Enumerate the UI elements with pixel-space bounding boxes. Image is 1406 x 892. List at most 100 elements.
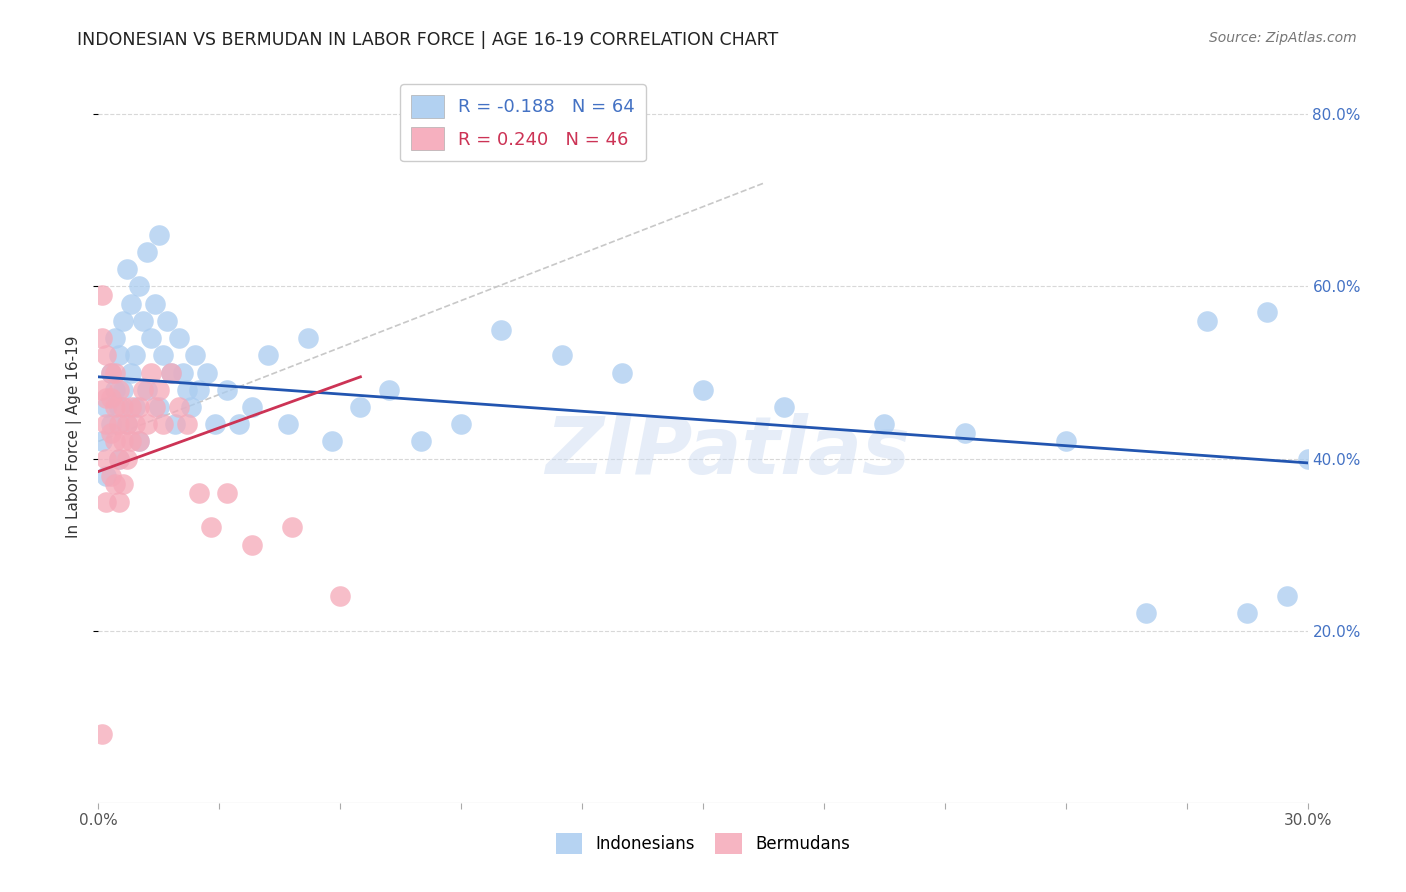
Point bbox=[115, 262, 138, 277]
Point bbox=[143, 296, 166, 310]
Point bbox=[180, 400, 202, 414]
Point bbox=[160, 366, 183, 380]
Point bbox=[160, 366, 183, 380]
Point bbox=[176, 417, 198, 432]
Point bbox=[100, 366, 122, 380]
Point bbox=[409, 434, 432, 449]
Point bbox=[132, 383, 155, 397]
Point bbox=[124, 348, 146, 362]
Point bbox=[96, 468, 118, 483]
Point bbox=[91, 434, 114, 449]
Point bbox=[277, 417, 299, 432]
Point bbox=[103, 434, 125, 449]
Point bbox=[1135, 607, 1157, 621]
Point bbox=[96, 348, 118, 362]
Point bbox=[100, 468, 122, 483]
Point bbox=[107, 451, 129, 466]
Point bbox=[1277, 589, 1299, 603]
Point bbox=[124, 417, 146, 432]
Point bbox=[217, 383, 239, 397]
Point bbox=[148, 383, 170, 397]
Point bbox=[256, 348, 278, 362]
Point bbox=[329, 589, 352, 603]
Point bbox=[135, 417, 157, 432]
Point bbox=[139, 366, 162, 380]
Point bbox=[551, 348, 574, 362]
Point bbox=[1296, 451, 1319, 466]
Point bbox=[124, 400, 146, 414]
Point bbox=[167, 331, 190, 345]
Point bbox=[217, 486, 239, 500]
Text: Source: ZipAtlas.com: Source: ZipAtlas.com bbox=[1209, 31, 1357, 45]
Point bbox=[111, 477, 134, 491]
Point bbox=[953, 425, 976, 440]
Point bbox=[100, 366, 122, 380]
Point bbox=[772, 400, 794, 414]
Point bbox=[111, 434, 134, 449]
Point bbox=[96, 400, 118, 414]
Point bbox=[156, 314, 179, 328]
Point bbox=[172, 366, 194, 380]
Point bbox=[139, 331, 162, 345]
Point bbox=[103, 383, 125, 397]
Point bbox=[240, 400, 263, 414]
Point bbox=[103, 400, 125, 414]
Point bbox=[115, 417, 138, 432]
Point bbox=[152, 417, 174, 432]
Point bbox=[96, 417, 118, 432]
Point bbox=[1256, 305, 1278, 319]
Point bbox=[96, 392, 118, 406]
Point bbox=[163, 417, 186, 432]
Point bbox=[1054, 434, 1077, 449]
Point bbox=[167, 400, 190, 414]
Point bbox=[692, 383, 714, 397]
Point bbox=[103, 331, 125, 345]
Point bbox=[115, 417, 138, 432]
Point bbox=[107, 400, 129, 414]
Point bbox=[91, 288, 114, 302]
Point bbox=[111, 383, 134, 397]
Point bbox=[120, 400, 142, 414]
Point bbox=[107, 348, 129, 362]
Point bbox=[128, 434, 150, 449]
Point bbox=[143, 400, 166, 414]
Point bbox=[91, 727, 114, 741]
Point bbox=[107, 451, 129, 466]
Point bbox=[115, 451, 138, 466]
Y-axis label: In Labor Force | Age 16-19: In Labor Force | Age 16-19 bbox=[66, 335, 83, 539]
Point bbox=[107, 494, 129, 508]
Point bbox=[184, 348, 207, 362]
Point bbox=[491, 322, 513, 336]
Point bbox=[100, 392, 122, 406]
Point bbox=[188, 383, 211, 397]
Point bbox=[120, 366, 142, 380]
Legend: Indonesians, Bermudans: Indonesians, Bermudans bbox=[550, 827, 856, 860]
Point bbox=[612, 366, 634, 380]
Point bbox=[135, 383, 157, 397]
Point bbox=[1236, 607, 1258, 621]
Point bbox=[204, 417, 226, 432]
Point bbox=[148, 227, 170, 242]
Point bbox=[321, 434, 343, 449]
Point bbox=[100, 417, 122, 432]
Point bbox=[120, 296, 142, 310]
Point bbox=[377, 383, 399, 397]
Point bbox=[107, 383, 129, 397]
Point bbox=[128, 279, 150, 293]
Point bbox=[96, 494, 118, 508]
Point bbox=[107, 417, 129, 432]
Point bbox=[132, 314, 155, 328]
Point bbox=[228, 417, 250, 432]
Point bbox=[297, 331, 319, 345]
Point bbox=[152, 348, 174, 362]
Point bbox=[148, 400, 170, 414]
Point bbox=[103, 366, 125, 380]
Point bbox=[188, 486, 211, 500]
Point bbox=[128, 434, 150, 449]
Point bbox=[100, 425, 122, 440]
Point bbox=[240, 538, 263, 552]
Point bbox=[281, 520, 304, 534]
Point bbox=[111, 400, 134, 414]
Point bbox=[1195, 314, 1218, 328]
Point bbox=[450, 417, 472, 432]
